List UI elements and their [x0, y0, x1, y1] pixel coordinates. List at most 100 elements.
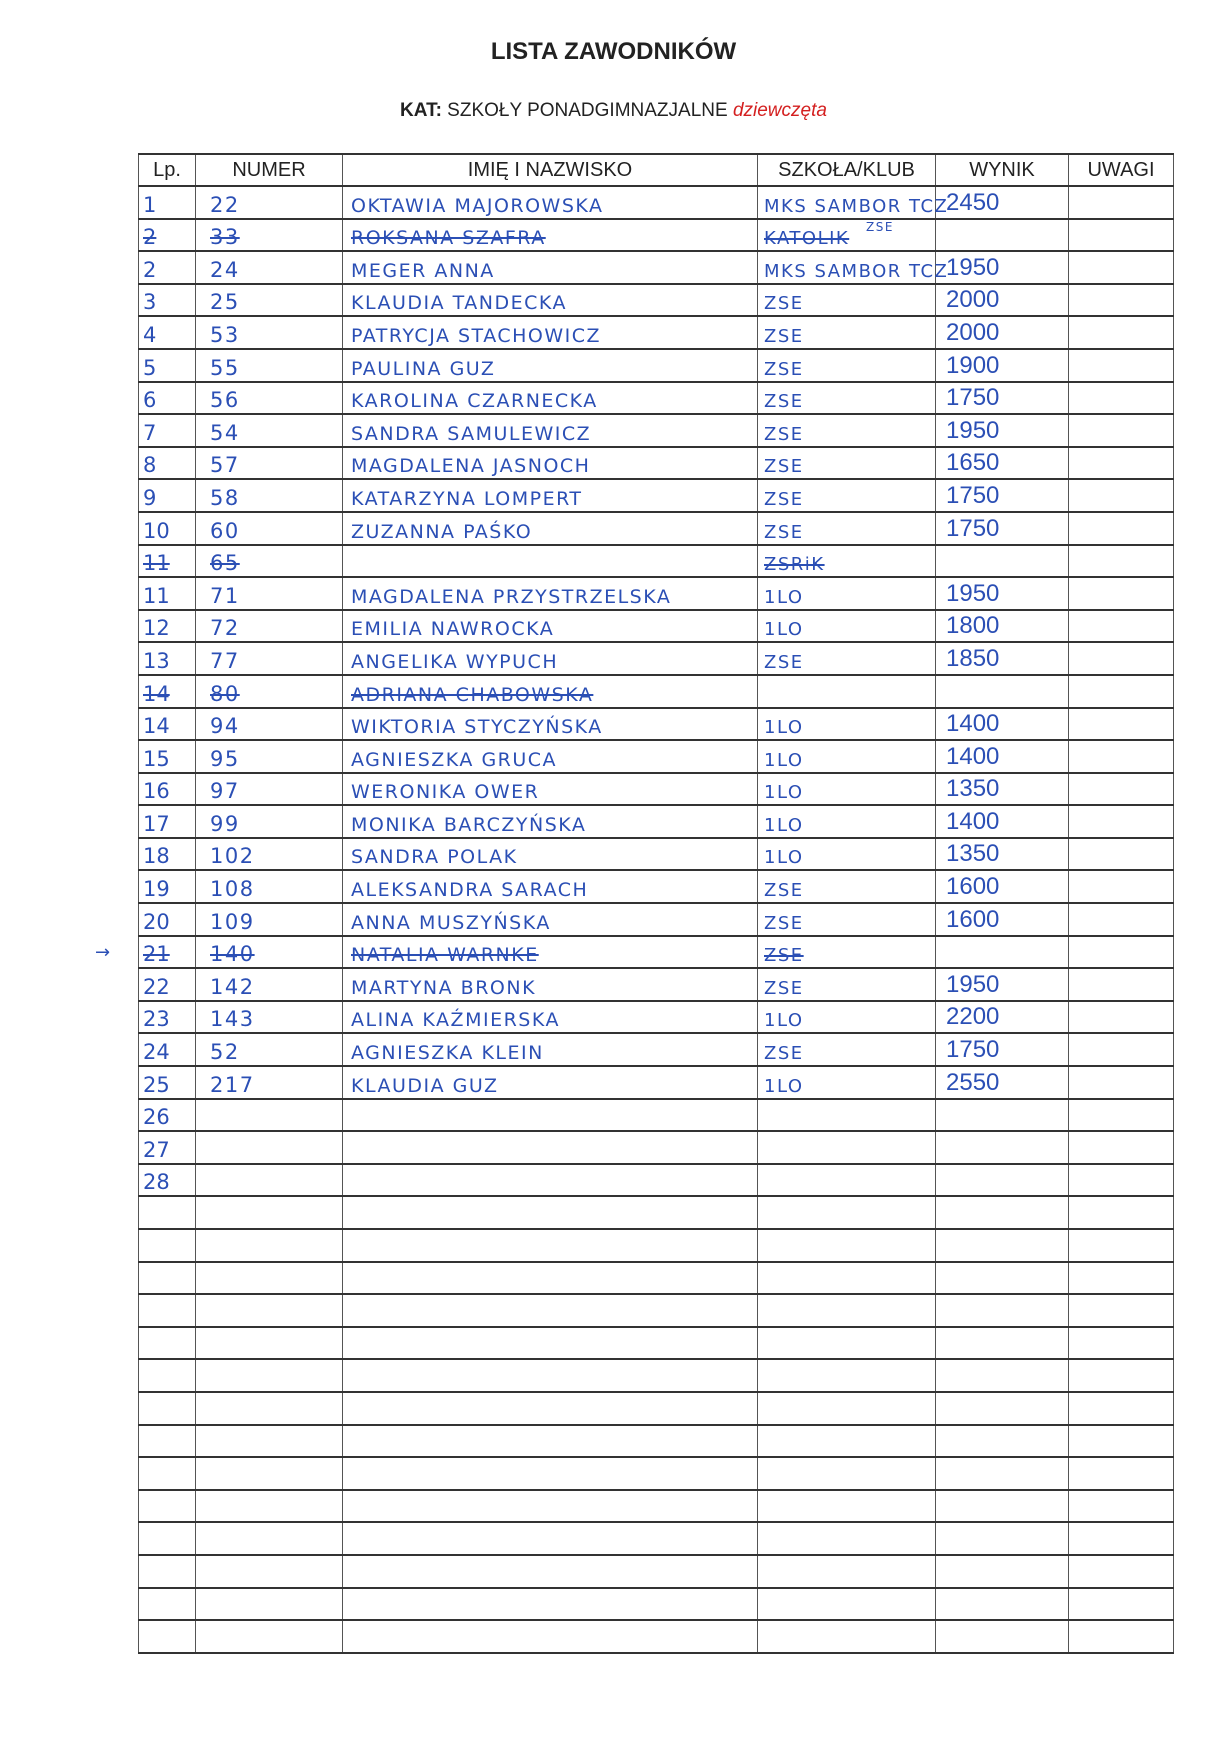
empty-cell: [342, 1294, 758, 1328]
empty-cell: [195, 1261, 343, 1296]
cell-school: [757, 1098, 936, 1133]
empty-cell: [935, 1620, 1069, 1654]
cell-name-text: MAGDALENA PRZYSTRZELSKA: [351, 585, 672, 608]
cell-lp: 14: [138, 674, 196, 709]
empty-cell: [1068, 1489, 1174, 1524]
cell-numer: 217: [195, 1066, 343, 1100]
empty-table-row: [138, 1489, 1174, 1524]
cell-wynik-text: 2000: [946, 318, 1000, 346]
empty-cell: [935, 1489, 1069, 1524]
cell-wynik: [935, 218, 1069, 253]
empty-cell: [342, 1587, 758, 1622]
cell-lp: 23: [138, 1000, 196, 1035]
cell-uwagi: [1068, 935, 1174, 970]
cell-lp: 6: [138, 381, 196, 416]
cell-name-text: WERONIKA OWER: [351, 781, 540, 804]
table-header-row: Lp. NUMER IMIĘ I NAZWISKO SZKOŁA/KLUB WY…: [138, 153, 1174, 187]
cell-numer: [195, 1098, 343, 1133]
empty-cell: [195, 1522, 343, 1556]
empty-cell: [935, 1196, 1069, 1230]
header-school: SZKOŁA/KLUB: [757, 153, 936, 187]
cell-school-text: 1LO: [764, 847, 804, 869]
cell-numer-text: 52: [210, 1040, 240, 1065]
cell-numer: 56: [195, 381, 343, 416]
cell-wynik: 1750: [935, 381, 1069, 416]
arrow-right-icon: →: [95, 942, 111, 964]
cell-lp: 8: [138, 446, 196, 481]
cell-school-text: 1LO: [764, 749, 804, 771]
cell-school: ZSE: [757, 935, 936, 970]
cell-uwagi: [1068, 1098, 1174, 1133]
cell-wynik-text: 1600: [946, 873, 1000, 901]
cell-numer-text: 217: [210, 1072, 255, 1097]
cell-wynik-text: 1850: [946, 644, 1000, 672]
empty-cell: [935, 1522, 1069, 1556]
cell-lp: 2: [138, 218, 196, 253]
empty-cell: [757, 1229, 936, 1263]
cell-lp-text: 7: [143, 420, 157, 445]
empty-cell: [1068, 1229, 1174, 1263]
cell-lp: 15: [138, 740, 196, 774]
empty-cell: [1068, 1620, 1174, 1654]
cell-uwagi: [1068, 1066, 1174, 1100]
cell-numer-text: 77: [210, 648, 240, 673]
cell-name: AGNIESZKA KLEIN: [342, 1033, 758, 1068]
cell-uwagi: [1068, 903, 1174, 937]
cell-lp: 28: [138, 1163, 196, 1198]
cell-school: ZSE: [757, 316, 936, 350]
cell-lp: 5: [138, 348, 196, 383]
cell-numer-text: 80: [210, 681, 240, 706]
cell-name: KLAUDIA TANDECKA: [342, 283, 758, 318]
cell-wynik-text: 1750: [946, 1036, 1000, 1064]
empty-table-row: [138, 1587, 1174, 1622]
empty-table-row: [138, 1522, 1174, 1556]
empty-cell: [138, 1229, 196, 1263]
cell-lp: 4: [138, 316, 196, 350]
empty-cell: [195, 1196, 343, 1230]
cell-wynik-text: 1950: [946, 579, 1000, 607]
table-row: 16 97 WERONIKA OWER 1LO 1350: [138, 772, 1174, 807]
cell-uwagi: [1068, 609, 1174, 644]
cell-name: MEGER ANNA: [342, 251, 758, 285]
cell-name-text: PAULINA GUZ: [351, 357, 496, 380]
table-row: 7 54 SANDRA SAMULEWICZ ZSE 1950: [138, 414, 1174, 448]
empty-cell: [342, 1620, 758, 1654]
cell-school-text: ZSE: [764, 293, 804, 315]
cell-lp-text: 25: [143, 1072, 170, 1097]
cell-school-text: ZSE: [764, 977, 804, 999]
cell-lp-text: 24: [143, 1040, 170, 1065]
cell-lp: 26: [138, 1098, 196, 1133]
empty-cell: [935, 1359, 1069, 1393]
cell-uwagi: [1068, 186, 1174, 220]
cell-school: 1LO: [757, 1066, 936, 1100]
empty-table-row: [138, 1294, 1174, 1328]
empty-cell: [342, 1326, 758, 1361]
table-row: 15 95 AGNIESZKA GRUCA 1LO 1400: [138, 740, 1174, 774]
empty-cell: [757, 1261, 936, 1296]
empty-cell: [138, 1620, 196, 1654]
empty-cell: [935, 1587, 1069, 1622]
cell-name: ALINA KAŹMIERSKA: [342, 1000, 758, 1035]
cell-numer: 102: [195, 837, 343, 872]
cell-name-text: SANDRA POLAK: [351, 846, 518, 869]
cell-lp-text: 27: [143, 1137, 170, 1162]
cell-uwagi: [1068, 511, 1174, 546]
cell-uwagi: [1068, 805, 1174, 839]
empty-cell: [935, 1391, 1069, 1426]
cell-wynik: 1750: [935, 479, 1069, 513]
cell-uwagi: [1068, 414, 1174, 448]
category-label: KAT:: [400, 100, 442, 121]
cell-lp-text: 2: [143, 257, 157, 282]
cell-name: [342, 1163, 758, 1198]
header-numer: NUMER: [195, 153, 343, 187]
cell-numer: 97: [195, 772, 343, 807]
empty-cell: [138, 1522, 196, 1556]
table-row: 13 77 ANGELIKA WYPUCH ZSE 1850: [138, 642, 1174, 676]
cell-name: NATALIA WARNKE: [342, 935, 758, 970]
cell-lp-text: 15: [143, 746, 170, 771]
cell-uwagi: [1068, 577, 1174, 611]
cell-wynik: 1900: [935, 348, 1069, 383]
cell-school-text: ZSE: [764, 358, 804, 380]
cell-school: [757, 1131, 936, 1165]
cell-name: [342, 1098, 758, 1133]
